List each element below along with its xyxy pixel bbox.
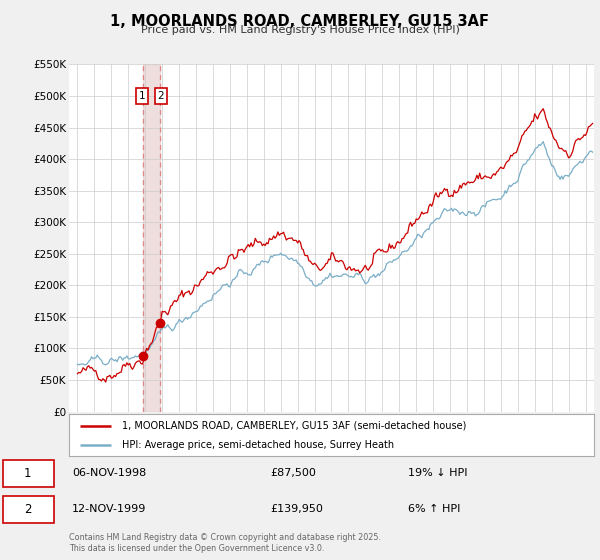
Text: 1: 1 bbox=[24, 467, 31, 480]
Text: 1, MOORLANDS ROAD, CAMBERLEY, GU15 3AF: 1, MOORLANDS ROAD, CAMBERLEY, GU15 3AF bbox=[110, 14, 490, 29]
Text: 2: 2 bbox=[24, 503, 31, 516]
Text: 12-NOV-1999: 12-NOV-1999 bbox=[72, 504, 146, 514]
Text: 1: 1 bbox=[139, 91, 145, 101]
Text: 06-NOV-1998: 06-NOV-1998 bbox=[72, 468, 146, 478]
FancyBboxPatch shape bbox=[3, 496, 54, 522]
Text: 6% ↑ HPI: 6% ↑ HPI bbox=[408, 504, 460, 514]
Text: Contains HM Land Registry data © Crown copyright and database right 2025.
This d: Contains HM Land Registry data © Crown c… bbox=[69, 533, 381, 553]
Text: Price paid vs. HM Land Registry's House Price Index (HPI): Price paid vs. HM Land Registry's House … bbox=[140, 25, 460, 35]
Text: HPI: Average price, semi-detached house, Surrey Heath: HPI: Average price, semi-detached house,… bbox=[121, 440, 394, 450]
Text: 1, MOORLANDS ROAD, CAMBERLEY, GU15 3AF (semi-detached house): 1, MOORLANDS ROAD, CAMBERLEY, GU15 3AF (… bbox=[121, 421, 466, 431]
Bar bbox=[143, 64, 160, 412]
Text: 19% ↓ HPI: 19% ↓ HPI bbox=[408, 468, 467, 478]
FancyBboxPatch shape bbox=[3, 460, 54, 487]
Text: 2: 2 bbox=[157, 91, 164, 101]
Text: £87,500: £87,500 bbox=[270, 468, 316, 478]
Text: £139,950: £139,950 bbox=[270, 504, 323, 514]
